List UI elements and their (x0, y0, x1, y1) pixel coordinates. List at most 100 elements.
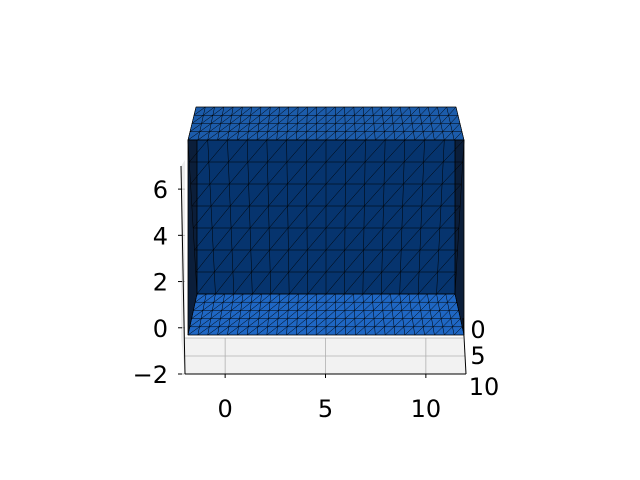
x-tick-label: 5 (318, 395, 333, 423)
mesh-edge (191, 310, 204, 319)
mesh-edge (400, 293, 410, 303)
mesh-edge (269, 293, 281, 303)
z-tick-label: 4 (153, 222, 168, 250)
y-tick-label: 10 (469, 373, 500, 401)
mesh-edge (383, 161, 405, 185)
mesh-edge (381, 293, 391, 303)
mesh-edge (399, 271, 420, 295)
mesh-edge (316, 106, 327, 116)
mesh-edge (193, 301, 205, 311)
mesh-edge (316, 115, 327, 124)
mesh-edge (345, 161, 366, 185)
mesh-edge (335, 318, 346, 327)
mesh-edge (409, 293, 419, 303)
mesh-edge (391, 293, 400, 303)
mesh-edge (296, 131, 307, 141)
mesh-edge (404, 131, 414, 141)
mesh-edge (227, 326, 239, 336)
mesh-edge (213, 293, 225, 303)
mesh-edge (223, 293, 235, 303)
mesh-edge (212, 302, 224, 311)
mesh-edge (278, 302, 289, 311)
mesh-edge (445, 293, 455, 336)
mesh-edge (345, 318, 355, 327)
mesh-edge (268, 183, 288, 207)
mesh-edge (267, 318, 279, 327)
mesh-edge (393, 310, 402, 319)
mesh-edge (251, 293, 262, 303)
mesh-edge (189, 139, 208, 163)
mesh-edge (268, 205, 288, 229)
mesh-edge (364, 115, 374, 124)
mesh-edge (231, 302, 243, 311)
mesh-edge (307, 227, 327, 251)
mesh-edge (214, 249, 233, 273)
mesh-edge (269, 249, 289, 273)
mesh-edge (411, 302, 420, 311)
mesh-edge (443, 139, 465, 163)
mesh-edge (363, 205, 384, 229)
mesh-edge (222, 106, 234, 116)
mesh-edge (363, 249, 383, 273)
mesh-edge (307, 271, 327, 295)
mesh-edge (248, 123, 260, 132)
mesh-edge (383, 310, 393, 319)
mesh-edge (344, 205, 365, 229)
mesh-edge (392, 115, 402, 124)
mesh-edge (404, 326, 414, 336)
mesh-edge (230, 205, 250, 229)
mesh-edge (249, 115, 261, 124)
mesh-edge (335, 293, 345, 303)
mesh-edge (453, 326, 463, 336)
mesh-edge (306, 115, 317, 124)
mesh-edge (325, 271, 345, 295)
mesh-edge (375, 326, 385, 336)
mesh-edge (364, 123, 375, 132)
mesh-edge (401, 106, 410, 116)
mesh-edge (374, 123, 384, 132)
mesh-edge (256, 293, 262, 336)
mesh-edge (382, 302, 392, 311)
x-tick-label: 0 (218, 395, 233, 423)
mesh-edge (381, 139, 386, 295)
mesh-edge (306, 131, 317, 141)
mesh-edge (249, 310, 260, 319)
mesh-edge (420, 205, 442, 229)
mesh-edge (296, 326, 307, 336)
mesh-edge (373, 302, 383, 311)
mesh-edge (392, 302, 401, 311)
mesh-edge (344, 293, 354, 303)
mesh-edge (187, 131, 200, 141)
mesh-edge (315, 293, 318, 336)
mesh-edge (228, 123, 241, 132)
mesh-edge (421, 183, 443, 207)
mesh-edge (196, 271, 215, 295)
mesh-edge (211, 205, 231, 229)
mesh-edge (383, 115, 393, 124)
mesh-edge (246, 139, 253, 295)
mesh-edge (382, 106, 392, 116)
mesh-edge (438, 227, 460, 251)
mesh-edge (335, 310, 346, 319)
mesh-edge (414, 326, 424, 336)
mesh-edge (187, 139, 198, 295)
mesh-edge (419, 227, 441, 251)
mesh-edge (287, 302, 299, 311)
mesh-edge (207, 139, 216, 295)
z-tick-label: −2 (133, 361, 168, 389)
mesh-edge (384, 139, 406, 163)
mesh-edge (306, 139, 308, 295)
mesh-edge (454, 139, 465, 295)
mesh-edge (439, 302, 448, 311)
mesh-edge (325, 123, 336, 132)
mesh-edge (296, 318, 307, 327)
mesh-edge (355, 131, 366, 141)
mesh-edge (399, 139, 406, 295)
mesh-edge (401, 302, 411, 311)
mesh-edge (213, 227, 232, 251)
mesh-edge (450, 115, 459, 124)
mesh-edge (452, 318, 461, 327)
mesh-edge (430, 302, 439, 311)
mesh-edge (381, 293, 386, 336)
mesh-edge (344, 293, 346, 336)
